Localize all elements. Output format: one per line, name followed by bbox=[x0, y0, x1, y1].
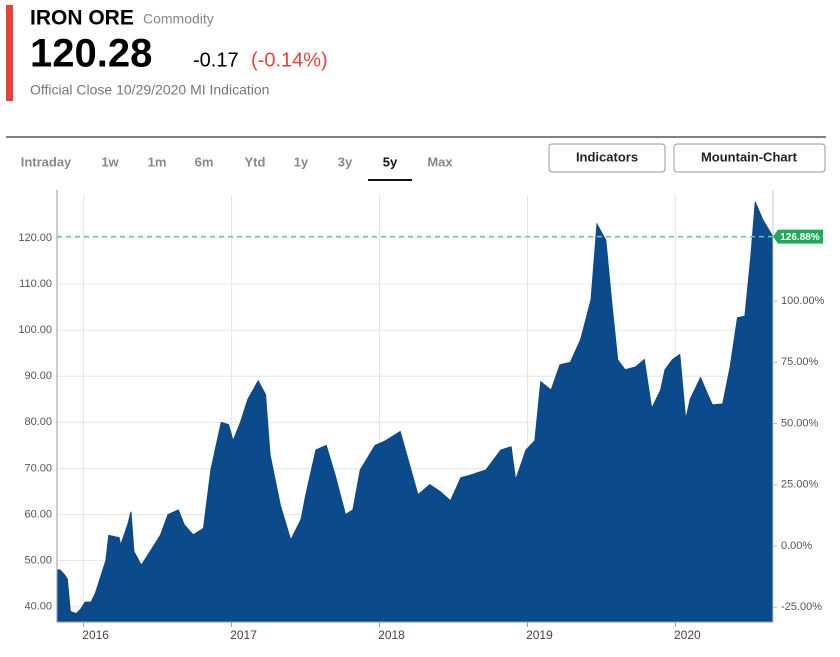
y2-tick-label: 100.00% bbox=[781, 295, 825, 307]
current-label: 126.88% bbox=[780, 232, 820, 243]
y-tick-label: 120.00 bbox=[18, 232, 52, 244]
tab[interactable]: 1m bbox=[148, 154, 167, 169]
x-tick-label: 2019 bbox=[526, 628, 553, 642]
button[interactable]: Mountain-Chart bbox=[701, 149, 798, 164]
subtitle: Commodity bbox=[143, 11, 214, 27]
x-tick-label: 2016 bbox=[82, 628, 109, 642]
current-badge bbox=[773, 229, 823, 244]
tabs: Intraday 1w 1m 6m Ytd 1y 3y 5y Max bbox=[21, 154, 453, 181]
y-tick-label: 40.00 bbox=[24, 601, 52, 613]
area bbox=[56, 201, 774, 623]
y-tick-label: 60.00 bbox=[24, 508, 52, 520]
tab[interactable]: 1w bbox=[101, 154, 119, 169]
button-box[interactable] bbox=[673, 143, 826, 173]
tab-underline bbox=[368, 179, 412, 181]
note: Official Close 10/29/2020 MI Indication bbox=[30, 82, 269, 98]
button-box[interactable] bbox=[548, 143, 666, 173]
button[interactable]: Indicators bbox=[576, 149, 638, 164]
x-tick-label: 2017 bbox=[230, 628, 257, 642]
tab[interactable]: Intraday bbox=[21, 154, 72, 169]
tab[interactable]: Ytd bbox=[245, 154, 266, 169]
chart: 40.00 50.00 60.00 70.00 80.00 90.00 100.00 110.… bbox=[18, 190, 825, 642]
tab[interactable]: 5y bbox=[383, 154, 398, 169]
y-tick-label: 50.00 bbox=[24, 555, 52, 567]
title: IRON ORE bbox=[30, 7, 134, 30]
y2-tick-label: 25.00% bbox=[781, 479, 819, 491]
tab[interactable]: 3y bbox=[338, 154, 353, 169]
tab[interactable]: 1y bbox=[294, 154, 309, 169]
y-tick-label: 80.00 bbox=[24, 416, 52, 428]
y2-tick-label: 50.00% bbox=[781, 417, 819, 429]
y-tick-label: 100.00 bbox=[18, 324, 52, 336]
price: 120.28 bbox=[30, 32, 152, 76]
tab[interactable]: Max bbox=[427, 154, 453, 169]
tab[interactable]: 6m bbox=[195, 154, 214, 169]
change: -0.17 bbox=[193, 49, 239, 71]
y-tick-label: 70.00 bbox=[24, 462, 52, 474]
x-tick-label: 2018 bbox=[378, 628, 405, 642]
y2-tick-label: 0.00% bbox=[781, 540, 812, 552]
y2-tick-label: -25.00% bbox=[781, 601, 822, 613]
change-pct: (-0.14%) bbox=[251, 49, 328, 71]
y-tick-label: 90.00 bbox=[24, 370, 52, 382]
accent-bar bbox=[6, 5, 13, 101]
y-tick-label: 110.00 bbox=[19, 278, 52, 290]
y2-tick-label: 75.00% bbox=[781, 356, 819, 368]
x-tick-label: 2020 bbox=[674, 628, 701, 642]
